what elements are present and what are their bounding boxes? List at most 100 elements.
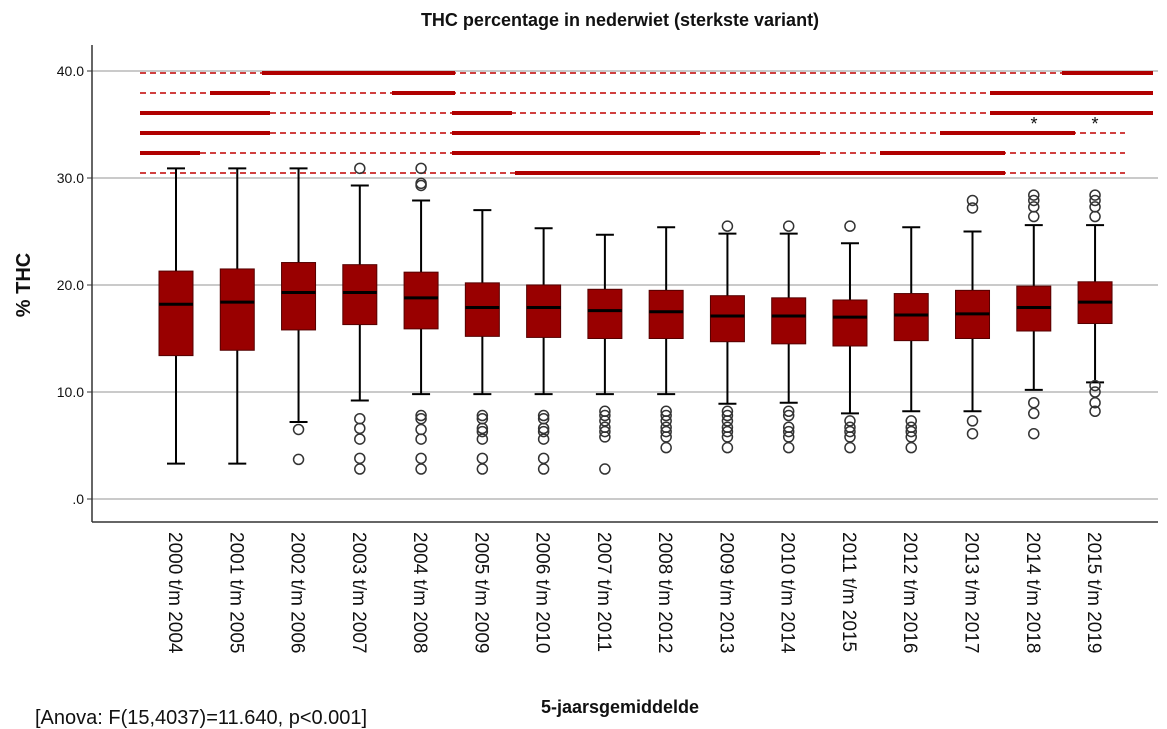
x-tick-label: 2004 t/m 2008 bbox=[409, 532, 430, 653]
x-tick-label: 2009 t/m 2013 bbox=[715, 532, 736, 653]
outlier bbox=[844, 220, 856, 232]
y-axis-title: % THC bbox=[13, 253, 35, 317]
x-tick-label: 2005 t/m 2009 bbox=[470, 532, 491, 653]
outlier bbox=[1089, 405, 1101, 418]
box bbox=[464, 282, 500, 337]
x-tick-label: 2011 t/m 2015 bbox=[838, 532, 859, 652]
outlier bbox=[782, 405, 795, 418]
outlier bbox=[660, 425, 672, 438]
y-tick-label: 10.0 bbox=[57, 384, 84, 400]
x-tick-label: 2012 t/m 2016 bbox=[899, 532, 920, 653]
outlier bbox=[1028, 189, 1040, 201]
outlier bbox=[966, 415, 979, 427]
outlier bbox=[415, 452, 427, 465]
outlier bbox=[476, 425, 489, 438]
x-tick-label: 2002 t/m 2006 bbox=[287, 532, 308, 653]
note: [Anova: F(15,4037)=11.640, p<0.001] bbox=[35, 707, 367, 729]
box bbox=[709, 295, 745, 343]
box bbox=[158, 270, 194, 357]
box bbox=[648, 289, 684, 339]
outlier bbox=[415, 463, 427, 475]
annotation: * bbox=[1091, 114, 1098, 134]
outlier bbox=[415, 433, 427, 445]
box bbox=[281, 262, 317, 331]
outlier bbox=[660, 409, 672, 422]
outlier bbox=[476, 409, 489, 422]
outlier bbox=[415, 179, 427, 192]
outlier bbox=[1089, 396, 1101, 409]
outlier bbox=[537, 452, 550, 465]
y-tick-label: 20.0 bbox=[57, 277, 84, 293]
outlier bbox=[599, 409, 611, 422]
outlier bbox=[354, 412, 366, 425]
outlier bbox=[1028, 427, 1040, 440]
significance-lines bbox=[140, 71, 1153, 175]
outlier bbox=[354, 452, 366, 465]
x-tick-label: 2000 t/m 2004 bbox=[164, 532, 185, 654]
y-tick-label: .0 bbox=[72, 491, 84, 507]
outlier bbox=[905, 441, 917, 454]
x-tick-label: 2008 t/m 2012 bbox=[654, 532, 675, 653]
outlier bbox=[1089, 194, 1101, 207]
outlier bbox=[1028, 194, 1040, 207]
outlier bbox=[476, 433, 489, 445]
annotation: * bbox=[1030, 114, 1037, 134]
outlier bbox=[1089, 189, 1101, 201]
outlier bbox=[292, 453, 305, 466]
outlier bbox=[782, 220, 795, 232]
outlier bbox=[966, 194, 979, 207]
outlier bbox=[599, 425, 611, 438]
outlier bbox=[354, 433, 366, 445]
x-tick-label: 2006 t/m 2010 bbox=[532, 532, 553, 653]
x-tick-label: 2001 t/m 2005 bbox=[225, 532, 246, 653]
box bbox=[587, 288, 623, 339]
outlier bbox=[476, 452, 489, 465]
outlier bbox=[537, 425, 550, 438]
outlier bbox=[415, 162, 427, 175]
outlier bbox=[599, 463, 611, 475]
box bbox=[526, 284, 562, 338]
x-tick-label: 2010 t/m 2014 bbox=[777, 532, 798, 654]
outlier bbox=[721, 220, 734, 232]
outlier bbox=[415, 423, 427, 436]
outlier bbox=[966, 427, 979, 440]
outlier bbox=[1028, 407, 1040, 420]
outlier bbox=[1028, 396, 1040, 409]
outlier bbox=[354, 422, 366, 435]
box bbox=[342, 264, 378, 326]
outlier bbox=[721, 409, 734, 422]
outlier bbox=[537, 463, 550, 475]
outlier bbox=[354, 463, 366, 475]
outlier bbox=[292, 423, 305, 436]
box bbox=[893, 293, 929, 342]
box bbox=[771, 297, 807, 345]
outlier bbox=[415, 409, 427, 422]
x-axis-title: 5-jaarsgemiddelde bbox=[541, 697, 699, 717]
box bbox=[832, 299, 868, 347]
outlier bbox=[537, 409, 550, 422]
outlier bbox=[599, 431, 611, 443]
x-tick-label: 2014 t/m 2018 bbox=[1022, 532, 1043, 653]
outlier bbox=[966, 202, 979, 214]
y-tick-label: 40.0 bbox=[57, 63, 84, 79]
x-tick-label: 2013 t/m 2017 bbox=[961, 532, 982, 653]
outlier bbox=[782, 441, 795, 454]
y-tick-label: 30.0 bbox=[57, 170, 84, 186]
chart-title: THC percentage in nederwiet (sterkste va… bbox=[421, 10, 819, 30]
outlier bbox=[1089, 201, 1101, 213]
outlier bbox=[844, 425, 856, 438]
outlier bbox=[537, 433, 550, 445]
outlier bbox=[1089, 210, 1101, 223]
outlier bbox=[660, 441, 672, 454]
outlier bbox=[1028, 201, 1040, 213]
outlier bbox=[782, 425, 795, 438]
outlier bbox=[476, 463, 489, 475]
outlier bbox=[354, 162, 366, 175]
outlier bbox=[782, 409, 795, 422]
outlier bbox=[721, 425, 734, 438]
outlier bbox=[905, 425, 917, 438]
outlier bbox=[1028, 210, 1040, 223]
outlier bbox=[721, 441, 734, 454]
box bbox=[219, 268, 255, 351]
